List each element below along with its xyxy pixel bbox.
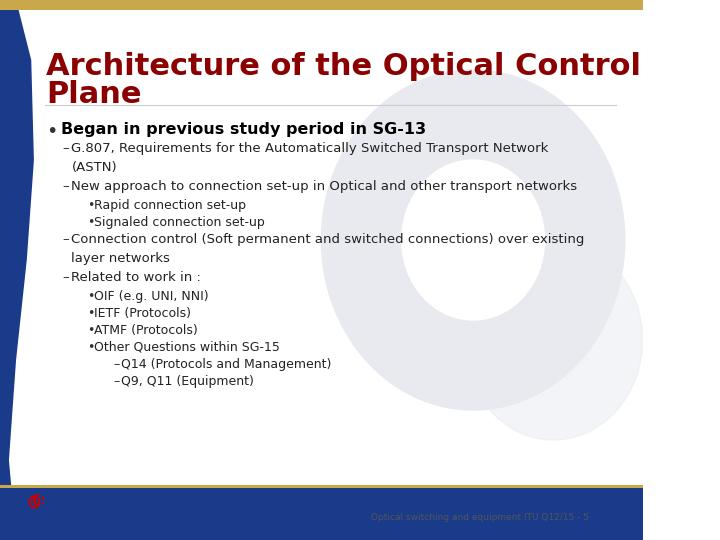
Text: layer networks: layer networks [71, 252, 171, 265]
Circle shape [321, 70, 625, 410]
Bar [0, 488, 643, 540]
Text: –: – [113, 375, 120, 388]
Text: –: – [63, 271, 69, 284]
Text: •: • [87, 216, 95, 229]
Circle shape [402, 160, 544, 320]
Text: •: • [87, 199, 95, 212]
Text: New approach to connection set-up in Optical and other transport networks: New approach to connection set-up in Opt… [71, 180, 577, 193]
Text: •: • [87, 307, 95, 320]
Text: G.807, Requirements for the Automatically Switched Transport Network: G.807, Requirements for the Automaticall… [71, 142, 549, 155]
Text: (ASTN): (ASTN) [71, 161, 117, 174]
Text: –: – [63, 180, 69, 193]
Text: Related to work in :: Related to work in : [71, 271, 202, 284]
Text: Optical switching and equipment ITU Q12/15 - 5: Optical switching and equipment ITU Q12/… [371, 514, 589, 523]
Text: Plane: Plane [46, 80, 142, 109]
Text: •: • [87, 324, 95, 337]
Text: Connection control (Soft permanent and switched connections) over existing: Connection control (Soft permanent and s… [71, 233, 585, 246]
Text: Rapid connection set-up: Rapid connection set-up [94, 199, 246, 212]
Text: O: O [31, 495, 44, 510]
Text: –: – [63, 233, 69, 246]
Text: Other Questions within SG-15: Other Questions within SG-15 [94, 341, 279, 354]
Circle shape [464, 240, 643, 440]
Text: N: N [25, 495, 37, 510]
Text: Began in previous study period in SG-13: Began in previous study period in SG-13 [60, 122, 426, 137]
Text: Q14 (Protocols and Management): Q14 (Protocols and Management) [120, 358, 331, 371]
Text: ATMF (Protocols): ATMF (Protocols) [94, 324, 197, 337]
Text: –: – [63, 142, 69, 155]
PathPatch shape [0, 0, 34, 540]
Text: •: • [87, 341, 95, 354]
Text: IETF (Protocols): IETF (Protocols) [94, 307, 191, 320]
Text: Architecture of the Optical Control: Architecture of the Optical Control [46, 52, 642, 81]
Bar [0, 0, 643, 10]
Text: Q9, Q11 (Equipment): Q9, Q11 (Equipment) [120, 375, 253, 388]
Text: RTEL: RTEL [37, 495, 79, 510]
Text: Signaled connection set-up: Signaled connection set-up [94, 216, 264, 229]
Text: •: • [87, 290, 95, 303]
Text: OIF (e.g. UNI, NNI): OIF (e.g. UNI, NNI) [94, 290, 208, 303]
Text: NETWORKS: NETWORKS [27, 508, 94, 518]
Text: –: – [113, 358, 120, 371]
Bar [0, 485, 643, 488]
Text: •: • [46, 122, 58, 141]
